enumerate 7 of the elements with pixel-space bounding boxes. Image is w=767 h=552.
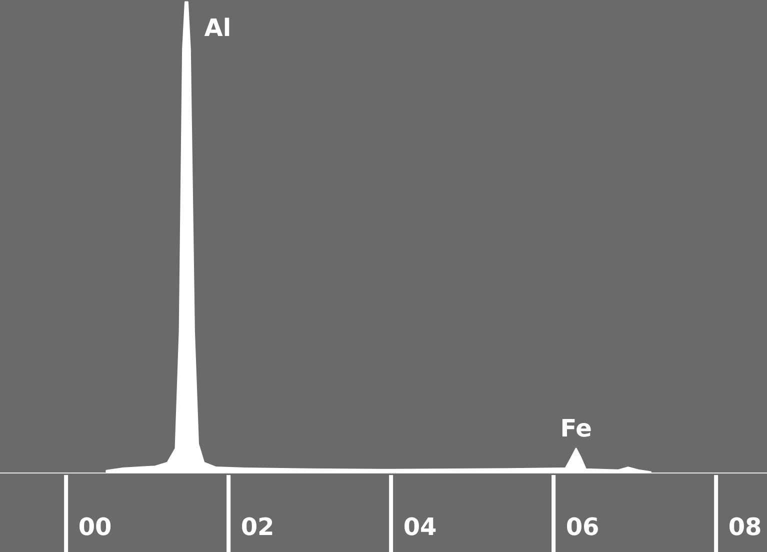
x-tick-label: 06	[566, 513, 600, 541]
annotation: Fe	[560, 414, 592, 442]
x-tick-label: 08	[728, 513, 762, 541]
x-tick-label: 00	[78, 513, 112, 541]
x-tick-label: 02	[240, 513, 274, 541]
x-tick-label: 04	[403, 513, 437, 541]
annotation: Al	[204, 14, 232, 42]
